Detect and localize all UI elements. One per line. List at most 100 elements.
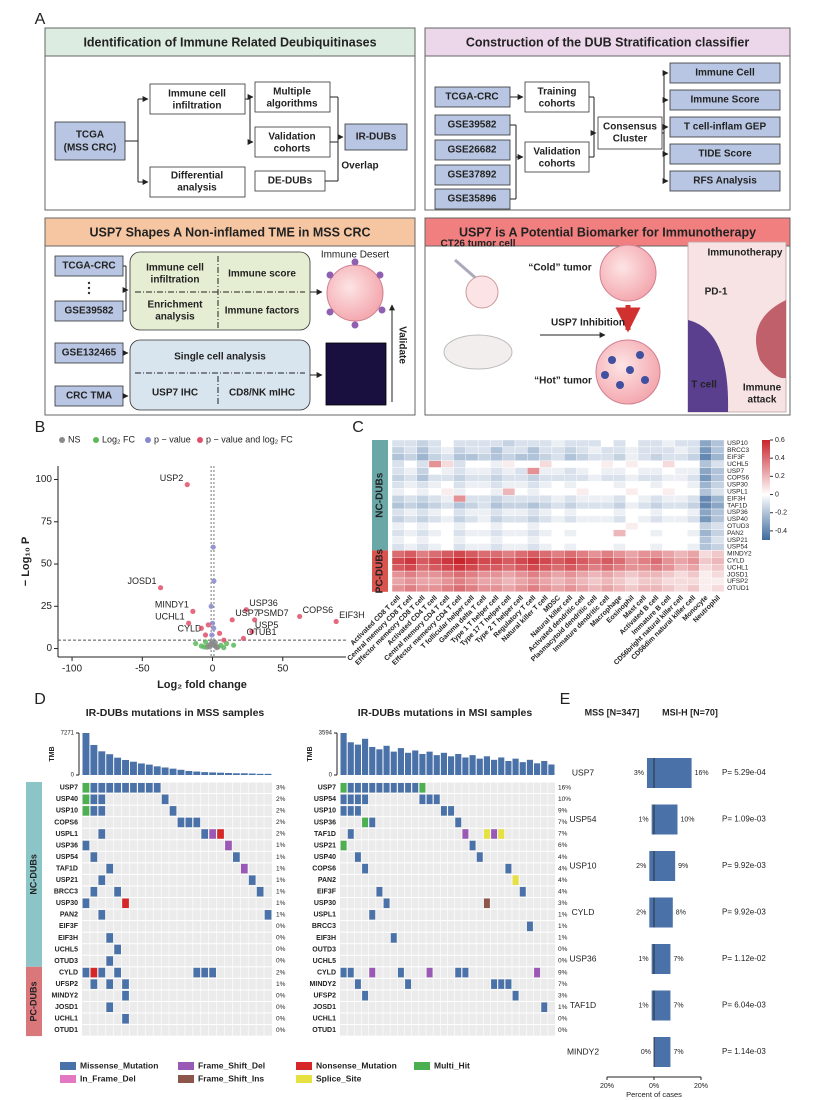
heat-cell xyxy=(699,515,713,524)
gene-label: MINDY2 xyxy=(567,1046,599,1056)
heat-cell xyxy=(527,446,540,454)
tmb-bar xyxy=(90,744,98,775)
mutation xyxy=(82,967,90,978)
heat-cell xyxy=(711,536,725,544)
immune-cell xyxy=(601,371,609,379)
value-label: 0% xyxy=(641,1049,651,1056)
title-band xyxy=(44,217,416,247)
gene-label: PAN2 xyxy=(318,877,336,884)
mutation xyxy=(122,979,129,989)
heat-cell xyxy=(465,495,479,503)
colorbar-label: 0.6 xyxy=(775,437,785,444)
percent-label: 4% xyxy=(558,877,568,884)
row-label: MINDY2 xyxy=(727,551,752,558)
heat-cell xyxy=(477,439,491,448)
diagram-label: Overlap xyxy=(341,161,378,172)
mutation xyxy=(433,794,440,805)
heat-cell xyxy=(625,467,639,475)
heat-cell xyxy=(564,529,577,537)
mutation xyxy=(426,967,433,978)
heat-cell xyxy=(650,488,663,496)
heat-cell xyxy=(650,577,663,586)
heat-cell xyxy=(625,543,639,551)
heat-cell xyxy=(514,522,528,530)
heat-cell xyxy=(404,536,417,544)
diagram-label: GSE39582 xyxy=(65,306,114,317)
point xyxy=(208,603,214,609)
heat-cell xyxy=(477,453,491,461)
heat-cell xyxy=(490,557,503,565)
heat-cell xyxy=(662,550,676,558)
heat-cell xyxy=(539,550,553,558)
heat-cell xyxy=(453,577,467,586)
heat-cell xyxy=(588,474,602,482)
heat-cell xyxy=(453,467,467,475)
box-title: USP7 is A Potential Biomarker for Immuno… xyxy=(459,225,756,239)
row-label: USP54 xyxy=(727,544,748,551)
heat-cell xyxy=(527,536,540,544)
heat-cell xyxy=(637,495,651,503)
heat-cell xyxy=(527,488,540,496)
tmb-bar xyxy=(209,772,217,775)
heat-cell xyxy=(465,508,479,517)
heat-cell xyxy=(441,536,454,544)
row-label: USP36 xyxy=(727,509,748,516)
heat-cell xyxy=(527,529,540,537)
heat-cell xyxy=(416,495,430,503)
heat-cell xyxy=(687,577,700,586)
heat-cell xyxy=(502,564,516,572)
heat-cell xyxy=(613,557,626,565)
heat-cell xyxy=(428,577,442,586)
heat-cell xyxy=(564,536,577,544)
diagram-label: Validation xyxy=(533,147,580,158)
heat-cell xyxy=(539,570,553,579)
value-label: 7% xyxy=(673,956,683,963)
legend-label: Frame_Shift_Del xyxy=(198,1060,265,1070)
heat-cell xyxy=(711,460,725,468)
gene-label: USP54 xyxy=(314,796,336,803)
tmb-bar xyxy=(519,762,526,775)
heat-cell xyxy=(674,550,688,558)
heat-cell xyxy=(711,529,725,537)
heat-cell xyxy=(711,488,725,496)
heat-cell xyxy=(453,557,467,565)
heat-cell xyxy=(441,564,454,572)
heat-cell xyxy=(699,481,713,489)
heat-cell xyxy=(699,536,713,544)
heat-cell xyxy=(391,495,405,503)
legend-swatch xyxy=(414,1062,430,1070)
tmb-bar xyxy=(248,773,256,775)
mutation xyxy=(98,875,106,885)
point xyxy=(209,620,216,626)
heat-cell xyxy=(539,439,553,448)
heat-cell xyxy=(490,446,503,454)
point xyxy=(209,632,215,638)
mutation xyxy=(505,863,512,874)
heat-cell xyxy=(477,536,491,544)
percent-label: 1% xyxy=(276,900,286,907)
heat-cell xyxy=(711,508,725,517)
legend-label: Frame_Shift_Ins xyxy=(198,1073,264,1083)
heat-cell xyxy=(404,515,417,524)
heat-cell xyxy=(428,584,442,593)
heat-cell xyxy=(428,557,442,565)
heat-cell xyxy=(416,508,430,517)
heat-cell xyxy=(625,577,639,586)
percent-label: 7% xyxy=(558,819,568,826)
box xyxy=(669,170,781,192)
legend-swatch xyxy=(59,437,65,443)
tmb-bar xyxy=(362,738,369,775)
diagram-label: cohorts xyxy=(274,144,311,155)
heat-cell xyxy=(404,557,417,565)
diagram-label: Training xyxy=(538,87,577,98)
heat-cell xyxy=(711,439,725,448)
mss-bar xyxy=(649,851,654,881)
heat-cell xyxy=(453,474,467,482)
heat-cell xyxy=(699,550,713,558)
heat-cell xyxy=(662,453,676,461)
heat-cell xyxy=(441,515,454,524)
tmb-tick-label: 7271 xyxy=(61,731,75,737)
heat-cell xyxy=(674,515,688,524)
heat-cell xyxy=(662,522,676,530)
percent-label: 0% xyxy=(558,1015,568,1022)
